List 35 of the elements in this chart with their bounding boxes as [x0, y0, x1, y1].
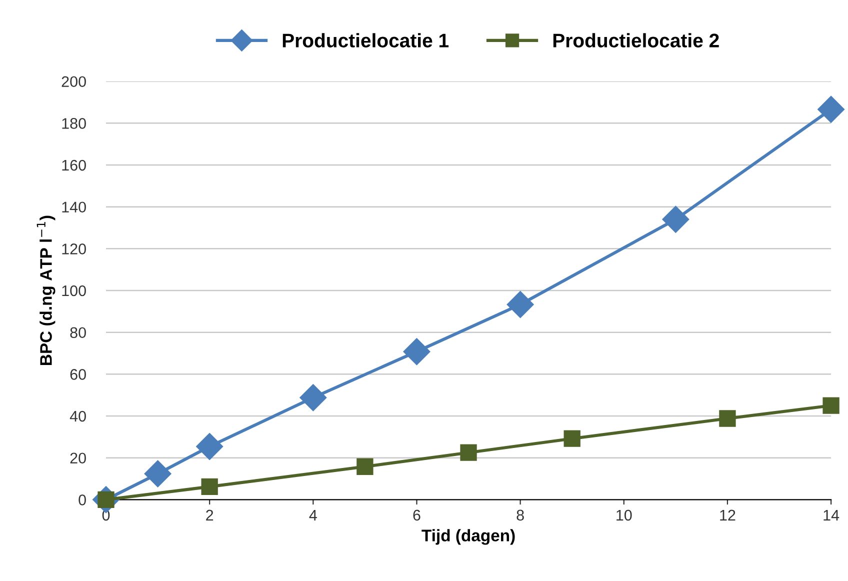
point [564, 430, 580, 447]
x-tick-label: 4 [309, 510, 317, 520]
point [460, 444, 477, 461]
point [201, 478, 218, 496]
y-tick-label: 20 [70, 452, 86, 464]
x-tick-label: 6 [413, 510, 420, 521]
point [818, 96, 844, 123]
x-tick-label: 2 [206, 510, 214, 520]
point [662, 206, 690, 233]
y-tick-label: 40 [70, 410, 86, 422]
point [144, 460, 172, 488]
y-tick-label: 180 [62, 118, 86, 129]
point [196, 433, 224, 460]
y-tick-label: 0 [78, 494, 86, 506]
point [356, 458, 374, 475]
y-tick-label: 100 [62, 285, 86, 296]
y-tick-label: 140 [62, 202, 86, 213]
x-tick-label: 8 [516, 510, 524, 521]
y-tick-label: 160 [62, 160, 86, 171]
x-tick-label: 12 [720, 510, 736, 520]
y-tick-label: 60 [70, 369, 86, 380]
y-tick-label: 120 [62, 244, 86, 254]
y-axis-title: BPC (d.ng ATP l$^{−1}$) [36, 216, 56, 365]
point [300, 384, 327, 412]
point [822, 397, 840, 414]
point [719, 410, 736, 427]
legend-label: Productielocatie 1 [282, 33, 449, 48]
x-axis-title: Tijd (dagen) [422, 529, 515, 545]
point [403, 338, 430, 366]
x-tick-label: 10 [616, 510, 632, 521]
y-tick-label: 80 [70, 327, 86, 338]
point [506, 291, 534, 318]
legend-label: Productielocatie 2 [553, 33, 719, 48]
y-tick-label: 200 [62, 76, 86, 88]
x-tick-label: 14 [824, 510, 840, 520]
